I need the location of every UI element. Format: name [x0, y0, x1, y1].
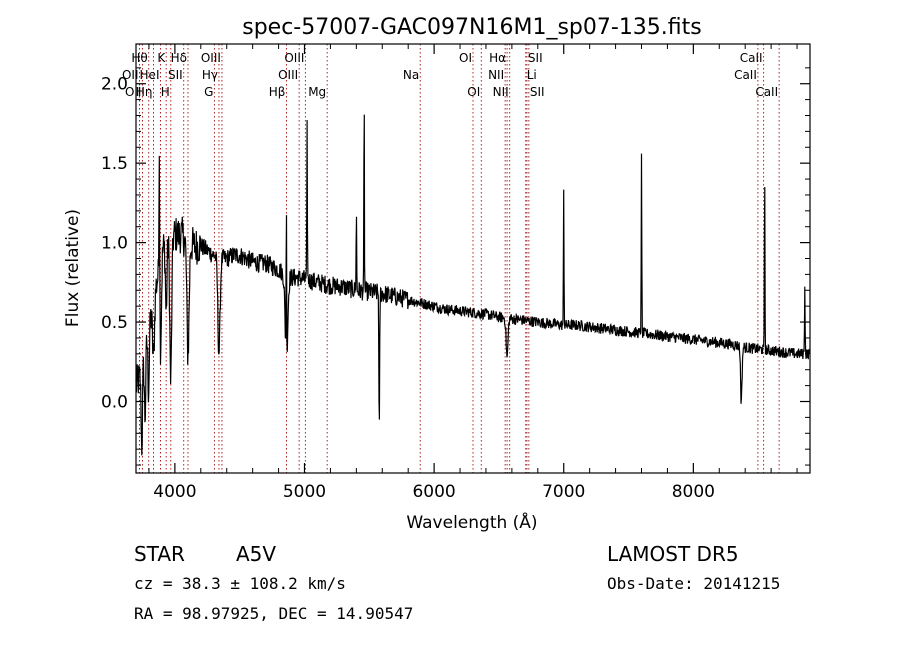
line-label-5: K — [157, 51, 166, 65]
line-label-12: Hβ — [269, 85, 286, 99]
x-tick-label-1: 5000 — [283, 482, 326, 502]
survey-name: LAMOST DR5 — [607, 542, 739, 566]
line-label-0: OII — [122, 68, 139, 82]
y-tick-label-3: 1.5 — [101, 154, 128, 174]
line-label-15: Mg — [308, 85, 326, 99]
info-panel: STAR A5V LAMOST DR5 cz = 38.3 ± 108.2 km… — [134, 542, 780, 623]
plot-area: OII OII Hθ Hη HeI K H SII Hδ G Hγ OIII Hβ OIII OIII Mg N… — [122, 43, 811, 474]
x-axis: 4000 5000 6000 7000 8000 — [148, 44, 798, 502]
line-label-2: Hθ — [131, 51, 147, 65]
line-label-19: NII — [488, 68, 504, 82]
obs-date: Obs-Date: 20141215 — [607, 574, 780, 593]
line-label-11: OIII — [201, 51, 221, 65]
redshift-value: cz = 38.3 ± 108.2 km/s — [134, 574, 346, 593]
line-label-22: Li — [527, 68, 537, 82]
x-tick-label-4: 8000 — [672, 482, 715, 502]
y-axis-label: Flux (relative) — [63, 209, 83, 327]
line-label-3: Hη — [136, 85, 153, 99]
line-label-4: HeI — [140, 68, 160, 82]
spectral-line-labels: OII OII Hθ Hη HeI K H SII Hδ G Hγ OIII Hβ OIII OIII Mg N… — [122, 51, 778, 99]
y-tick-label-1: 0.5 — [101, 313, 128, 333]
line-label-14: OIII — [284, 51, 304, 65]
line-label-27: CaII — [755, 85, 778, 99]
x-tick-label-3: 7000 — [542, 482, 585, 502]
line-label-13: OIII — [278, 68, 298, 82]
line-label-25: CaII — [734, 68, 757, 82]
y-tick-label-4: 2.0 — [101, 75, 128, 95]
line-label-10: Hγ — [202, 68, 218, 82]
line-label-18: OI — [467, 85, 480, 99]
y-axis: 0.0 0.5 1.0 1.5 2.0 — [101, 67, 810, 466]
line-label-23: SII — [528, 51, 543, 65]
x-axis-label: Wavelength (Å) — [406, 511, 537, 533]
line-label-16: Na — [403, 68, 419, 82]
line-label-9: G — [204, 85, 213, 99]
line-label-1: OII — [125, 85, 142, 99]
object-subclass: A5V — [236, 542, 276, 566]
line-label-17: OI — [459, 51, 472, 65]
coordinates: RA = 98.97925, DEC = 14.90547 — [134, 604, 413, 623]
y-tick-label-0: 0.0 — [101, 393, 128, 413]
line-label-6: H — [161, 85, 170, 99]
line-label-21: NII — [493, 85, 509, 99]
x-tick-label-0: 4000 — [153, 482, 196, 502]
spectrum-line — [135, 114, 811, 456]
object-class: STAR — [134, 542, 185, 566]
line-label-20: Hα — [489, 51, 506, 65]
line-label-7: SII — [168, 68, 183, 82]
line-label-8: Hδ — [171, 51, 187, 65]
chart-title: spec-57007-GAC097N16M1_sp07-135.fits — [242, 15, 702, 40]
x-tick-label-2: 6000 — [412, 482, 455, 502]
line-label-24: SII — [530, 85, 545, 99]
line-label-26: CaII — [740, 51, 763, 65]
spectral-line-markers — [138, 44, 780, 473]
y-tick-label-2: 1.0 — [101, 234, 128, 254]
